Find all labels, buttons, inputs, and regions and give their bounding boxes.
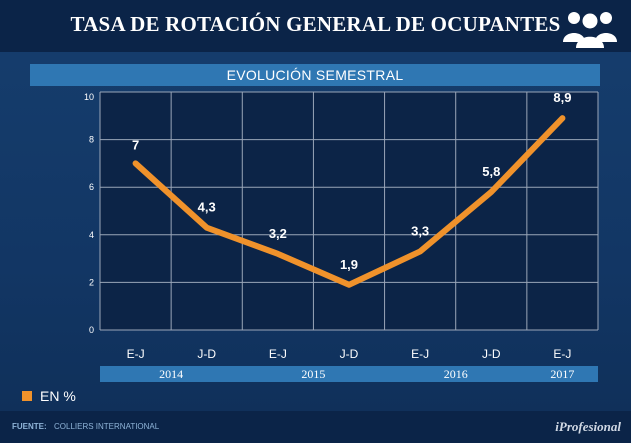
data-label: 3,2 [269,226,287,241]
year-label: 2014 [159,367,183,381]
brand-logo: iProfesional [555,419,621,434]
data-label: 3,3 [411,223,429,238]
data-label: 8,9 [553,90,571,105]
year-label: 2016 [444,367,468,381]
people-group-icon [563,12,617,48]
y-tick-label: 6 [89,182,94,192]
y-tick-label: 2 [89,277,94,287]
data-label: 1,9 [340,257,358,272]
y-tick-label: 10 [84,92,94,102]
source-label: FUENTE: [12,422,47,431]
x-tick-label: J-D [482,347,501,361]
year-band [100,366,598,382]
plot-area [100,92,598,330]
x-tick-label: E-J [269,347,287,361]
x-tick-label: E-J [553,347,571,361]
legend-label: EN % [40,388,76,404]
legend-swatch [22,391,32,401]
x-tick-label: E-J [127,347,145,361]
chart-legend: EN % [22,388,76,404]
x-tick-label: J-D [197,347,216,361]
data-label: 5,8 [482,164,500,179]
data-label: 7 [132,137,139,152]
page-title: TASA DE ROTACIÓN GENERAL DE OCUPANTES [70,12,561,36]
x-tick-label: J-D [340,347,359,361]
year-label: 2017 [550,367,574,381]
title-bar: TASA DE ROTACIÓN GENERAL DE OCUPANTES [0,0,631,52]
source-text: COLLIERS INTERNATIONAL [54,422,160,431]
y-tick-label: 4 [89,230,94,240]
x-tick-label: E-J [411,347,429,361]
year-label: 2015 [301,367,325,381]
y-tick-label: 8 [89,135,94,145]
footer: FUENTE: COLLIERS INTERNATIONAL iProfesio… [0,411,631,443]
y-tick-label: 0 [89,325,94,335]
chart-subtitle: EVOLUCIÓN SEMESTRAL [30,64,600,86]
data-label: 4,3 [198,200,216,215]
